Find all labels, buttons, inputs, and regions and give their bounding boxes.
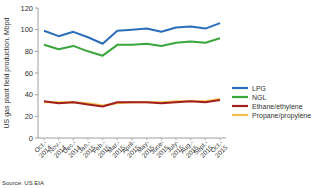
series-line: [44, 38, 220, 55]
legend-label: Ethane/ethylene: [252, 103, 303, 111]
x-tick-label: Oct.-2015: [209, 138, 229, 158]
x-tick-label-part: 2015: [213, 143, 228, 158]
y-tick-label: 0: [29, 134, 33, 143]
y-tick: [35, 94, 38, 95]
y-tick-label: 80: [25, 47, 33, 56]
legend-label: Propane/propylene: [252, 112, 311, 120]
y-axis-label: US gas plant field production, Mbpd: [3, 17, 11, 128]
y-tick-label: 100: [20, 25, 33, 34]
y-tick: [35, 138, 38, 139]
y-tick: [35, 51, 38, 52]
y-tick-label: 60: [25, 69, 33, 78]
legend-label: NGL: [252, 94, 267, 101]
y-tick: [35, 73, 38, 74]
plot-area: [44, 23, 220, 106]
series-line: [44, 23, 220, 44]
legend-swatch: [232, 96, 248, 98]
y-tick: [35, 29, 38, 30]
y-tick: [35, 8, 38, 9]
legend-swatch: [232, 105, 248, 107]
y-tick: [35, 116, 38, 117]
y-tick-label: 120: [20, 4, 33, 13]
series-line: [44, 100, 220, 107]
chart: 0 20 40 60 80 100 120 US gas plant field produc…: [0, 0, 316, 188]
y-tick-label: 20: [25, 112, 33, 121]
legend-swatch: [232, 114, 248, 116]
y-tick-label: 40: [25, 90, 33, 99]
legend-label: LPG: [252, 85, 266, 92]
legend-swatch: [232, 87, 248, 89]
source: Source: US EIA: [2, 180, 44, 186]
